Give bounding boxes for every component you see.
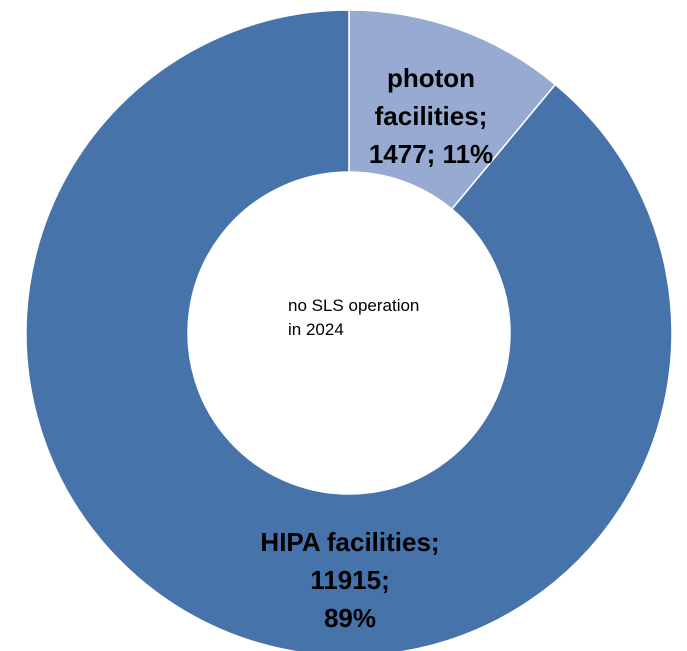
slices <box>25 9 673 651</box>
slice-label-hipa-facilities-line-3: 89% <box>324 603 376 633</box>
slice-label-hipa-facilities-line-2: 11915; <box>310 565 390 595</box>
center-annotation: no SLS operation in 2024 <box>288 294 488 342</box>
center-annotation-line-2: in 2024 <box>288 320 344 339</box>
center-annotation-line-1: no SLS operation <box>288 296 420 315</box>
slice-label-photon-facilities-line-1: photon <box>387 63 475 93</box>
slice-label-photon-facilities: photon facilities; 1477; 11% <box>369 63 493 169</box>
slice-hipa-facilities <box>25 9 673 651</box>
slice-label-hipa-facilities: HIPA facilities; 11915; 89% <box>260 527 439 633</box>
slice-label-photon-facilities-line-2: facilities; <box>375 101 488 131</box>
slice-label-photon-facilities-line-3: 1477; 11% <box>369 139 493 169</box>
slice-label-hipa-facilities-line-1: HIPA facilities; <box>260 527 439 557</box>
